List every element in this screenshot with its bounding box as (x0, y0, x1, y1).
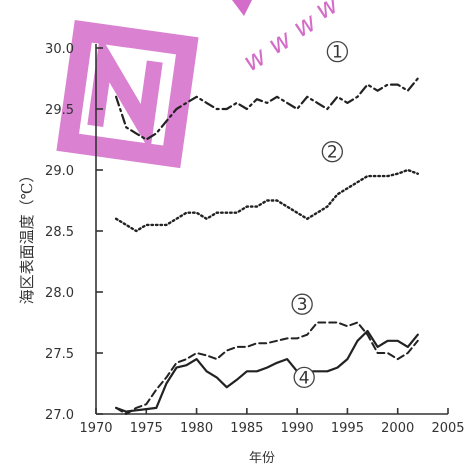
x-axis-label: 年份 (249, 451, 275, 466)
series-label-circle (293, 366, 315, 389)
x-tick-label: 1970 (79, 421, 112, 436)
y-tick-label: 27.5 (45, 347, 74, 362)
x-tick-label: 2005 (431, 421, 464, 436)
x-ticks: 1970 1975 1980 1985 1990 1995 2000 2005 (79, 408, 465, 436)
y-axis-label: 海区表面温度（℃） (18, 168, 36, 305)
series-label-3: 3 (291, 293, 313, 315)
series-label-text: 1 (332, 43, 343, 63)
series-label-circle (291, 293, 313, 315)
series-labels: 1 2 3 4 (291, 41, 349, 389)
y-axis-label-group: 海区表面温度（℃） (18, 168, 36, 305)
y-tick-label: 30.0 (45, 42, 74, 57)
series-label-text: 3 (297, 295, 308, 315)
y-tick-label: 29.0 (45, 164, 74, 179)
watermark-logo (56, 20, 199, 169)
series-label-1: 1 (326, 41, 349, 63)
series-label-4: 4 (293, 366, 315, 389)
series-line-3 (115, 321, 419, 415)
svg-text:w: w (311, 0, 345, 26)
x-tick-label: 2000 (381, 421, 414, 436)
y-tick-label: 28.0 (45, 286, 74, 301)
series-line-4 (115, 329, 419, 413)
series-label-circle (321, 141, 343, 163)
x-tick-label: 1975 (130, 421, 163, 436)
series-line-2 (114, 168, 419, 233)
series-label-2: 2 (321, 141, 343, 163)
series-label-circle (326, 41, 349, 63)
x-tick-label: 1990 (281, 421, 314, 436)
y-tick-label: 27.0 (45, 408, 74, 423)
series-label-text: 2 (327, 143, 338, 163)
x-tick-label: 1985 (230, 421, 263, 436)
x-tick-label: 1980 (180, 421, 213, 436)
y-ticks: 27.0 27.5 28.0 28.5 29.0 29.5 30.0 (45, 42, 103, 423)
series-label-text: 4 (299, 368, 310, 388)
y-tick-label: 28.5 (45, 225, 74, 240)
y-tick-label: 29.5 (45, 103, 74, 118)
series-line-1 (115, 77, 419, 141)
watermark-text: w w w w (232, 0, 345, 78)
series-layer (114, 77, 419, 415)
svg-text:w: w (239, 41, 273, 78)
x-tick-label: 1995 (331, 421, 364, 436)
svg-text:w: w (264, 24, 298, 61)
